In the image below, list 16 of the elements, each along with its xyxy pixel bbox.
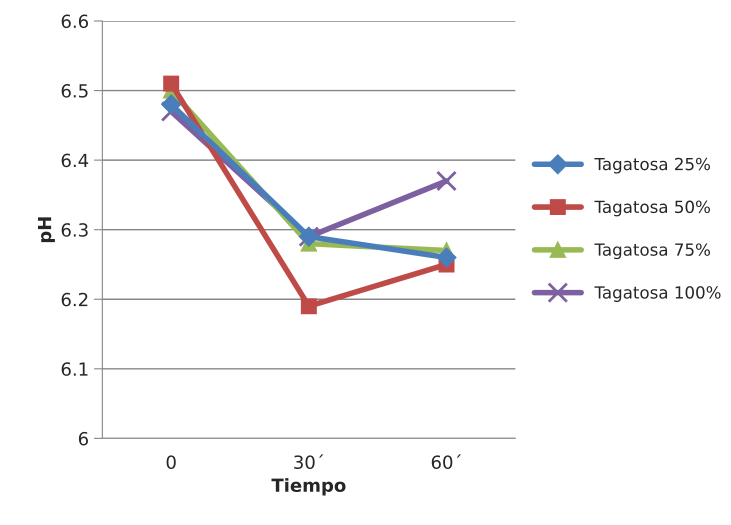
y-tick-label: 6.2 <box>62 292 88 306</box>
legend-label: Tagatosa 25% <box>594 158 710 174</box>
y-tick-label: 6.3 <box>62 223 88 237</box>
y-tick-label: 6.1 <box>62 362 88 376</box>
x-tick-label: 0 <box>166 455 176 470</box>
x-axis-title: Tiempo <box>271 478 346 496</box>
legend-label: Tagatosa 50% <box>594 200 710 216</box>
y-tick-label: 6 <box>78 432 88 446</box>
legend-label: Tagatosa 75% <box>594 243 710 260</box>
y-axis-title: pH <box>38 217 55 242</box>
y-tick-label: 6.4 <box>62 154 88 168</box>
legend-label: Tagatosa 100% <box>594 286 721 302</box>
x-tick-label: 30´ <box>294 454 324 470</box>
y-tick-label: 6.6 <box>62 14 88 28</box>
y-tick-label: 6.5 <box>62 84 88 98</box>
x-tick-label: 60´ <box>432 454 461 470</box>
